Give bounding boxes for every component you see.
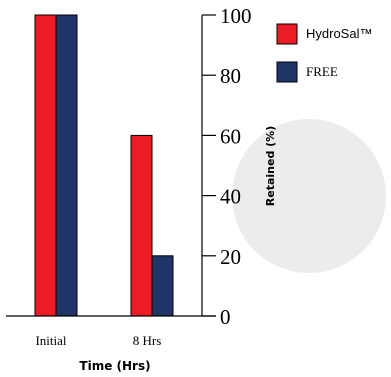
bars — [34, 14, 174, 317]
legend-swatch — [276, 61, 298, 83]
x-tick-label: 8 Hrs — [133, 333, 162, 348]
legend-label: HydroSal™ — [306, 26, 372, 41]
bar-hydrosal-8hrs — [130, 134, 153, 317]
y-tick-label: 100 — [220, 4, 252, 28]
legend-swatch — [276, 23, 298, 45]
x-axis-title: Time (Hrs) — [79, 359, 150, 373]
y-tick-label: 20 — [220, 245, 241, 269]
y-axis-title: Retained (%) — [264, 126, 277, 206]
watermark-circle — [232, 119, 386, 273]
x-tick-label: Initial — [35, 333, 66, 348]
y-tick-label: 80 — [220, 64, 241, 88]
y-ticks: 0 20 40 60 80 100 — [202, 4, 252, 329]
y-tick-label: 0 — [220, 305, 231, 329]
bar-free-initial — [55, 14, 78, 317]
legend: HydroSal™ FREE — [276, 23, 372, 83]
y-tick-label: 60 — [220, 124, 241, 148]
x-ticks: Initial 8 Hrs — [35, 333, 161, 348]
y-tick-label: 40 — [220, 185, 241, 209]
legend-label: FREE — [306, 64, 338, 79]
bar-hydrosal-initial — [34, 14, 57, 317]
bar-free-8hrs — [151, 255, 174, 317]
